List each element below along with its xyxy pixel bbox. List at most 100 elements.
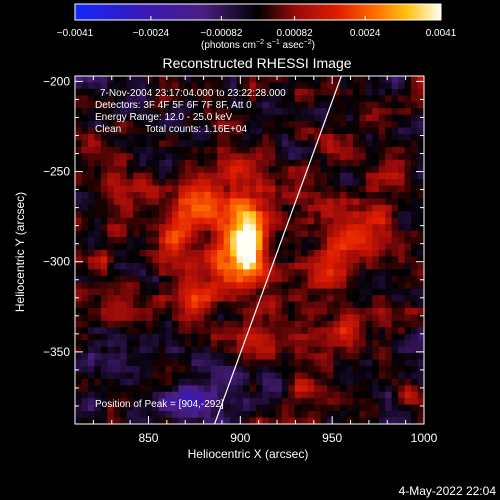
heatmap-cell (204, 108, 212, 116)
heatmap-cell (288, 243, 296, 251)
heatmap-cell (249, 417, 257, 424)
heatmap-cell (385, 282, 393, 290)
heatmap-cell (223, 353, 231, 361)
heatmap-cell (327, 282, 335, 290)
heatmap-cell (346, 385, 354, 393)
heatmap-cell (346, 224, 354, 232)
heatmap-cell (307, 327, 315, 335)
heatmap-cell (184, 250, 192, 258)
heatmap-cell (210, 391, 218, 399)
heatmap-cell (159, 95, 167, 103)
heatmap-cell (184, 211, 192, 219)
heatmap-cell (288, 250, 296, 258)
heatmap-cell (165, 179, 173, 187)
heatmap-cell (100, 378, 108, 386)
heatmap-cell (378, 385, 386, 393)
heatmap-cell (204, 372, 212, 380)
heatmap-cell (94, 166, 102, 174)
heatmap-cell (191, 301, 199, 309)
heatmap-cell (217, 262, 225, 270)
heatmap-cell (126, 172, 134, 180)
heatmap-cell (75, 76, 83, 84)
colorbar-tick-label: 0.0041 (426, 28, 457, 39)
heatmap-cell (275, 340, 283, 348)
heatmap-cell (184, 243, 192, 251)
heatmap-cell (178, 134, 186, 142)
heatmap-cell (184, 256, 192, 264)
heatmap-cell (417, 224, 424, 232)
heatmap-cell (320, 192, 328, 200)
heatmap-cell (184, 82, 192, 90)
heatmap-cell (159, 153, 167, 161)
heatmap-cell (113, 256, 121, 264)
heatmap-cell (346, 359, 354, 367)
heatmap-cell (275, 391, 283, 399)
heatmap-cell (320, 172, 328, 180)
heatmap-cell (133, 166, 141, 174)
heatmap-cell (404, 146, 412, 154)
heatmap-cell (268, 366, 276, 374)
heatmap-cell (204, 404, 212, 412)
heatmap-cell (301, 192, 309, 200)
heatmap-cell (327, 275, 335, 283)
heatmap-cell (204, 159, 212, 167)
heatmap-cell (217, 275, 225, 283)
heatmap-cell (255, 237, 264, 245)
heatmap-cell (223, 185, 231, 193)
heatmap-cell (372, 295, 380, 303)
heatmap-cell (385, 82, 393, 90)
heatmap-cell (81, 398, 89, 406)
heatmap-cell (230, 262, 238, 270)
heatmap-cell (262, 211, 270, 219)
heatmap-cell (217, 230, 225, 238)
heatmap-cell (385, 333, 393, 341)
heatmap-cell (100, 101, 108, 109)
heatmap-cell (411, 224, 419, 232)
heatmap-cell (320, 398, 328, 406)
heatmap-cell (404, 185, 412, 193)
heatmap-cell (107, 192, 115, 200)
heatmap-cell (281, 166, 289, 174)
heatmap-cell (359, 179, 367, 187)
heatmap-cell (236, 108, 244, 116)
heatmap-cell (230, 230, 238, 238)
heatmap-cell (236, 114, 244, 122)
heatmap-cell (249, 114, 257, 122)
heatmap-cell (327, 320, 335, 328)
heatmap-cell (417, 398, 424, 406)
heatmap-cell (191, 243, 199, 251)
heatmap-cell (417, 320, 424, 328)
heatmap-cell (307, 398, 315, 406)
heatmap-cell (352, 314, 360, 322)
heatmap-cell (152, 224, 160, 232)
heatmap-cell (268, 204, 276, 212)
heatmap-cell (204, 385, 212, 393)
heatmap-cell (107, 166, 115, 174)
heatmap-cell (191, 282, 199, 290)
heatmap-cell (249, 372, 257, 380)
heatmap-cell (398, 198, 406, 206)
heatmap-cell (204, 121, 212, 129)
heatmap-cell (307, 204, 315, 212)
heatmap-cell (165, 391, 173, 399)
heatmap-cell (75, 198, 83, 206)
heatmap-cell (398, 217, 406, 225)
heatmap-cell (94, 398, 102, 406)
heatmap-cell (197, 108, 205, 116)
heatmap-cell (314, 243, 322, 251)
heatmap-cell (365, 372, 373, 380)
heatmap-cell (126, 114, 134, 122)
colorbar: −0.0041 −0.0024 −0.00082 0.00082 0.0024 0.004… (57, 3, 457, 51)
heatmap-cell (314, 288, 322, 296)
heatmap-cell (404, 346, 412, 354)
heatmap-cell (191, 372, 199, 380)
heatmap-cell (223, 134, 231, 142)
heatmap-cell (204, 101, 212, 109)
heatmap-cell (210, 385, 218, 393)
heatmap-cell (197, 282, 205, 290)
heatmap-cell (301, 101, 309, 109)
heatmap-cell (249, 275, 257, 283)
heatmap-cell (320, 262, 328, 270)
heatmap-cell (391, 256, 399, 264)
heatmap-cell (217, 391, 225, 399)
